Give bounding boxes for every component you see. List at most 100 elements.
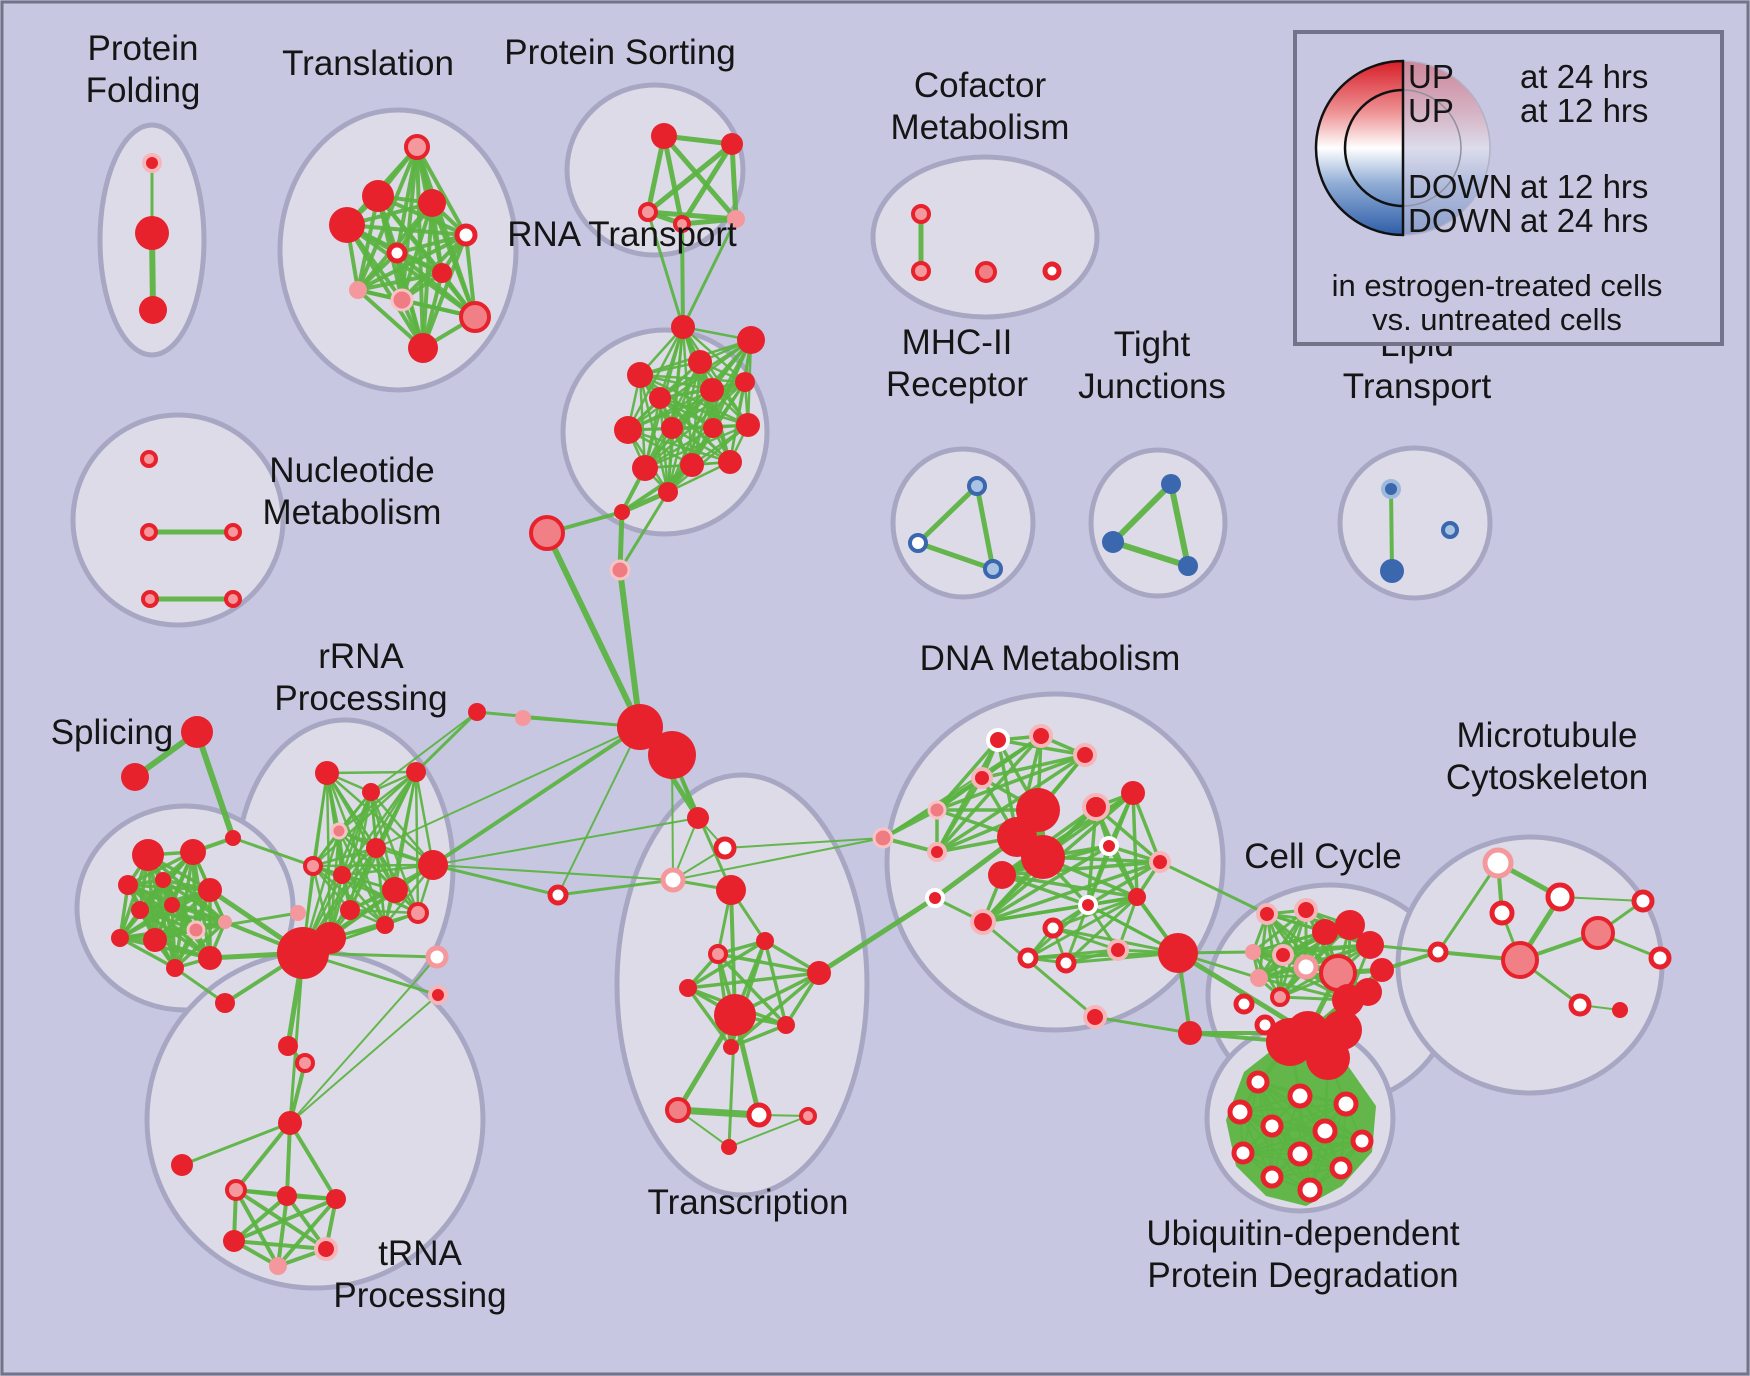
gene-node-tn4 (225, 1179, 247, 1201)
gene-node-rr15 (290, 905, 306, 921)
edge (1281, 943, 1372, 957)
edge (981, 844, 1111, 924)
edge (643, 426, 715, 470)
cluster-label-protein-folding: Protein (88, 29, 199, 68)
edge (430, 201, 477, 319)
legend-wheel-left-solid (1314, 59, 1405, 237)
gene-node-rr14 (428, 985, 448, 1005)
gene-node-tr4 (329, 207, 365, 243)
gene-node-mt3 (1489, 900, 1515, 926)
gene-node-tn7 (223, 1230, 245, 1252)
gene-node-cc7 (1272, 944, 1294, 966)
edge (661, 133, 739, 222)
edge (118, 888, 212, 940)
cluster-label-cofactor-metabolism: Metabolism (891, 108, 1070, 147)
gene-node-cc1 (1256, 903, 1278, 925)
gene-node-sp6 (164, 897, 180, 913)
gene-node-tc9 (714, 994, 756, 1036)
gene-node-ps1 (651, 123, 677, 149)
gene-node-tj3 (1178, 556, 1198, 576)
gene-node-mt4 (1501, 941, 1539, 979)
cluster-ellipse-transcription (614, 772, 870, 1198)
gene-node-pf1 (142, 153, 162, 173)
legend-wheel-right-faded (1402, 60, 1491, 236)
edge (173, 920, 227, 970)
gene-node-mt9 (1612, 1002, 1628, 1018)
gene-node-cc18 (1370, 958, 1394, 982)
gene-node-tc13 (746, 1102, 772, 1128)
edge (285, 1121, 292, 1198)
edge (935, 753, 1087, 812)
cluster-ellipse-tight-junctions (1088, 447, 1228, 599)
legend-direction-2: DOWN (1408, 168, 1512, 205)
gene-node-cx8 (547, 884, 569, 906)
gene-node-sp12 (166, 959, 184, 977)
gene-node-tc11 (723, 1039, 739, 1055)
gene-node-dm13 (1099, 836, 1119, 856)
gene-node-nm5 (224, 590, 242, 608)
gene-node-dm1 (986, 728, 1010, 752)
cluster-label-trna-processing: tRNA (378, 1234, 462, 1273)
gene-node-tc14 (799, 1107, 817, 1125)
cluster-label-nucleotide-metabolism: Metabolism (263, 493, 442, 532)
gene-node-mt6 (1631, 889, 1655, 913)
gene-node-ub1 (1246, 1070, 1270, 1094)
edge (356, 194, 380, 292)
edge (1064, 895, 1139, 965)
gene-node-dm17 (1128, 888, 1146, 906)
gene-node-rt13 (680, 453, 704, 477)
edge (288, 1121, 338, 1201)
gene-node-tj1 (1161, 474, 1181, 494)
edge (356, 271, 444, 292)
cluster-label-ubiquitin-degradation: Protein Degradation (1147, 1256, 1458, 1295)
gene-node-cc4 (1335, 910, 1365, 940)
gene-node-mt8 (1568, 993, 1592, 1017)
gene-node-cf2 (911, 261, 931, 281)
edge (679, 216, 739, 227)
edge (345, 223, 468, 237)
gene-node-dm18 (1042, 917, 1064, 939)
gene-node-sp4 (155, 872, 171, 888)
gene-node-tc2 (713, 836, 737, 860)
cluster-ellipse-lipid-transport (1337, 445, 1493, 601)
cluster-ellipse-nucleotide-metabolism (70, 412, 286, 628)
gene-node-rr7 (366, 838, 386, 858)
edge (638, 373, 670, 494)
gene-node-dm14 (1149, 851, 1171, 873)
gene-node-cc2 (1294, 898, 1318, 922)
gene-node-mt7 (1648, 946, 1672, 970)
edge (431, 863, 560, 897)
edge (724, 837, 884, 849)
edge (118, 920, 227, 940)
gene-node-cc12 (1233, 993, 1255, 1015)
edge (816, 895, 938, 976)
edge (557, 726, 641, 896)
gene-node-ub11 (1260, 1165, 1284, 1189)
gene-node-dm4 (971, 767, 993, 789)
gene-node-sg2 (121, 763, 149, 791)
cluster-label-rrna-processing: rRNA (318, 637, 404, 676)
gene-node-rt14 (718, 450, 742, 474)
cluster-label-protein-sorting: Protein Sorting (504, 33, 736, 72)
edge (356, 233, 468, 292)
gene-node-rt15 (658, 482, 678, 502)
edge (681, 217, 738, 329)
edge (674, 1106, 763, 1119)
gene-node-cc15 (1354, 978, 1382, 1006)
cluster-label-tight-junctions: Tight (1114, 325, 1191, 364)
edge (340, 873, 387, 927)
gene-node-dm5 (927, 800, 947, 820)
gene-node-dm11 (1021, 835, 1065, 879)
gene-node-rr6 (333, 866, 351, 884)
edge (1110, 481, 1174, 545)
edge (935, 753, 1087, 854)
edge (620, 463, 694, 514)
edge (729, 971, 821, 1049)
gene-node-cx5 (648, 731, 696, 779)
gene-node-cx11 (1158, 933, 1198, 973)
edge (328, 846, 378, 940)
cluster-label-tight-junctions: Junctions (1078, 367, 1226, 406)
gene-node-dm8 (1082, 793, 1110, 821)
gene-node-mh3 (983, 559, 1003, 579)
edge (618, 490, 670, 572)
